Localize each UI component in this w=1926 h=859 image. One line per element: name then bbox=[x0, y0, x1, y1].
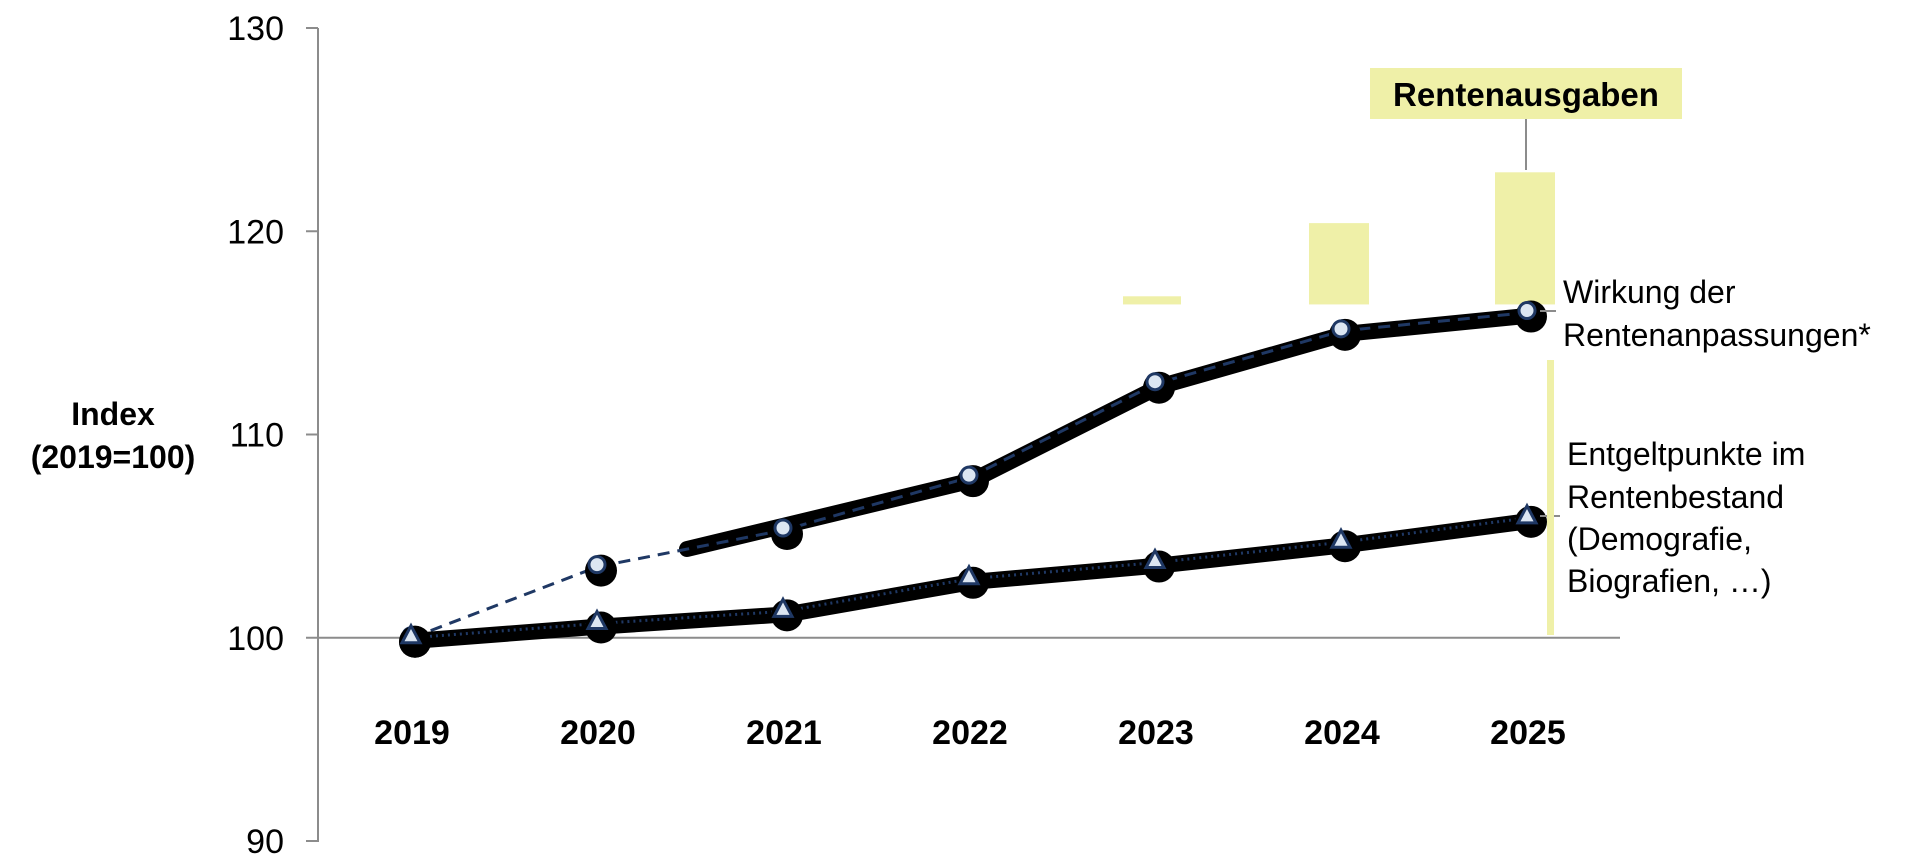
marker-circle bbox=[1331, 319, 1351, 339]
category-label: 2020 bbox=[560, 714, 636, 752]
annotation-top-line-1: Wirkung der bbox=[1563, 274, 1736, 310]
category-label: 2023 bbox=[1118, 714, 1194, 752]
category-label: 2022 bbox=[932, 714, 1008, 752]
marker-triangle bbox=[1515, 502, 1539, 525]
category-label: 2025 bbox=[1490, 714, 1566, 752]
bar-2024 bbox=[1309, 223, 1369, 305]
category-labels: 2019 2020 2021 2022 2023 2024 2025 bbox=[374, 714, 1566, 752]
marker-circle bbox=[1145, 372, 1165, 392]
category-label: 2024 bbox=[1304, 714, 1380, 752]
marker-triangle bbox=[771, 596, 795, 618]
bar-2023 bbox=[1123, 296, 1181, 305]
legend-title-box bbox=[1370, 68, 1682, 119]
rentenausgaben-bars bbox=[1123, 172, 1555, 305]
y-axis-label-line-2: (2019=100) bbox=[31, 439, 196, 475]
series-group bbox=[399, 300, 1547, 658]
marker-triangle bbox=[585, 608, 609, 631]
legend-title: Rentenausgaben bbox=[1393, 76, 1659, 113]
y-tick-label: 120 bbox=[227, 213, 284, 251]
annotation-vertical-bar bbox=[1547, 360, 1554, 635]
marker-circle bbox=[959, 465, 979, 485]
y-tick-label: 90 bbox=[246, 823, 284, 859]
y-tick-label: 100 bbox=[227, 620, 284, 658]
category-label: 2021 bbox=[746, 714, 822, 752]
series-shadow bbox=[679, 307, 1539, 558]
annotation-bottom-line-2: Rentenbestand bbox=[1567, 479, 1784, 515]
marker-circle bbox=[1517, 301, 1537, 321]
marker-triangle bbox=[1329, 527, 1353, 549]
annotation-top-line-2: Rentenanpassungen* bbox=[1563, 317, 1871, 353]
bar-2025 bbox=[1495, 172, 1555, 305]
annotation-top-backdrop bbox=[1556, 268, 1916, 358]
marker-triangle bbox=[957, 563, 981, 586]
y-ticks: 90 100 110 120 130 bbox=[227, 10, 318, 859]
marker-circle bbox=[773, 518, 793, 538]
marker-triangle bbox=[1143, 547, 1167, 570]
annotation-bottom-line-1: Entgeltpunkte im bbox=[1567, 436, 1805, 472]
y-axis-label-line-1: Index bbox=[71, 396, 155, 432]
marker-circle bbox=[587, 555, 607, 575]
annotation-bottom-line-4: Biografien, …) bbox=[1567, 563, 1772, 599]
y-tick-label: 110 bbox=[230, 417, 284, 455]
marker-triangle bbox=[399, 622, 423, 645]
annotation-bottom-line-3: (Demografie, bbox=[1567, 521, 1752, 557]
category-label: 2019 bbox=[374, 714, 450, 752]
y-tick-label: 130 bbox=[227, 10, 284, 48]
